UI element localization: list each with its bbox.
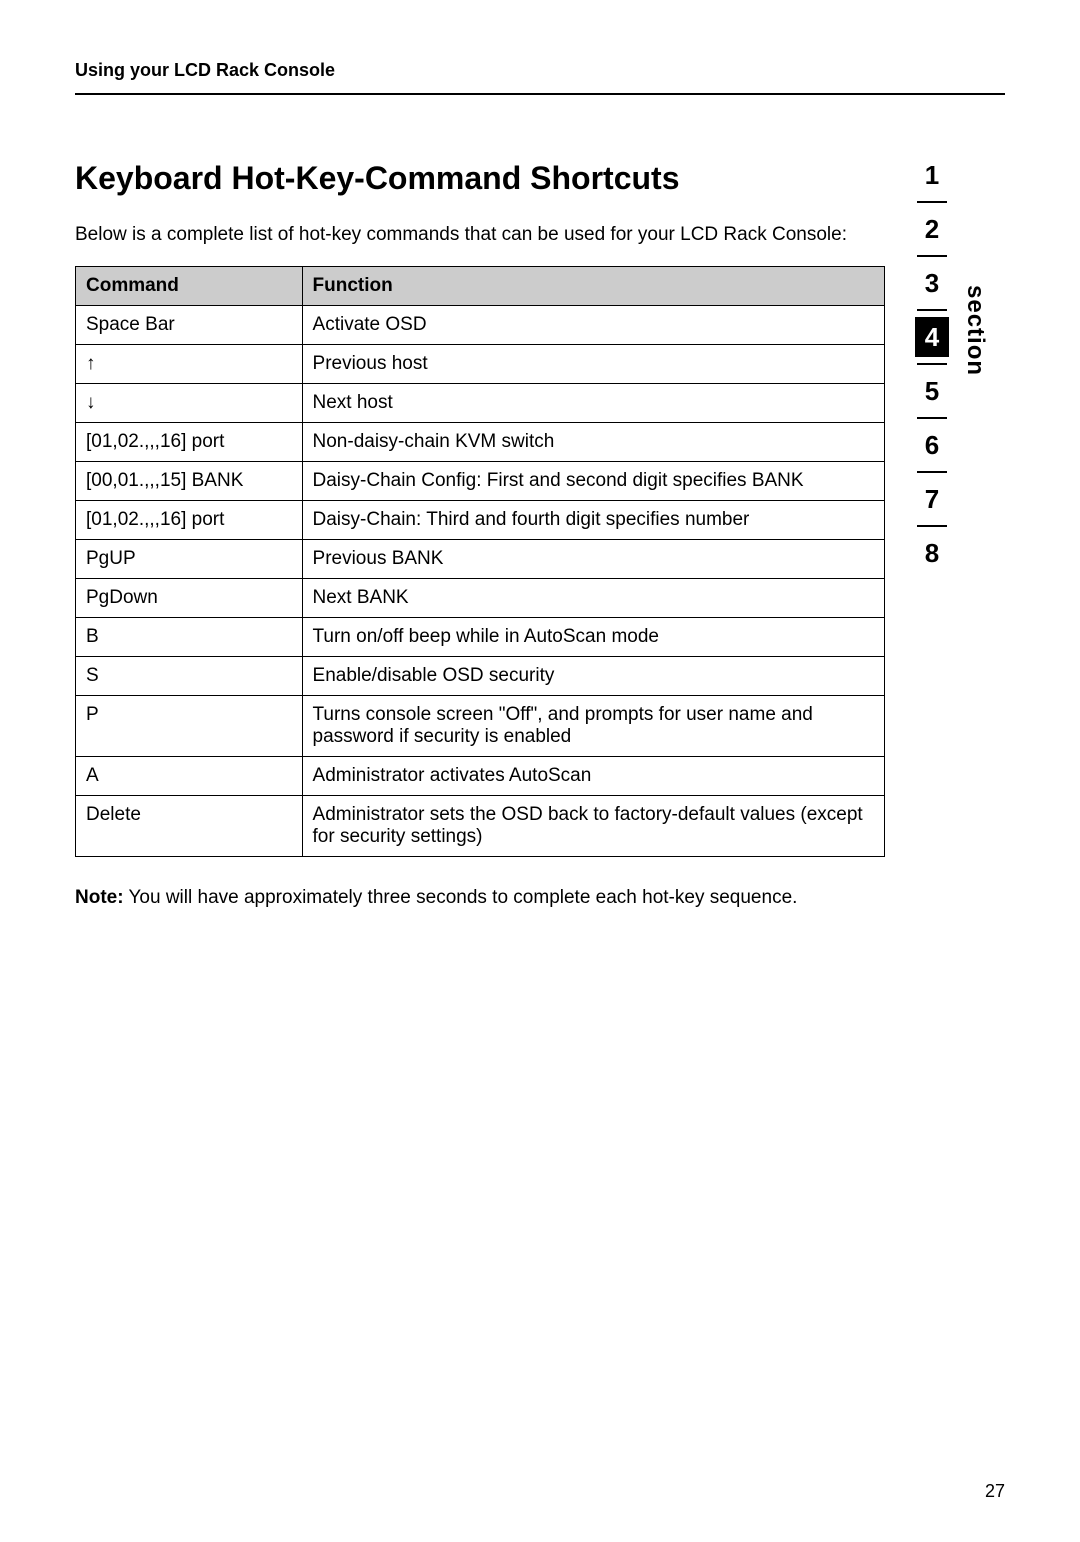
cell-command: S xyxy=(76,656,303,695)
section-nav-item-3[interactable]: 3 xyxy=(915,263,949,303)
section-nav-item-6[interactable]: 6 xyxy=(915,425,949,465)
intro-paragraph: Below is a complete list of hot-key comm… xyxy=(75,222,885,248)
cell-command: [01,02.,,,16] port xyxy=(76,422,303,461)
section-nav-item-4[interactable]: 4 xyxy=(915,317,949,357)
cell-command: B xyxy=(76,617,303,656)
column-header-function: Function xyxy=(302,266,884,305)
section-nav-item-5[interactable]: 5 xyxy=(915,371,949,411)
cell-function: Turns console screen "Off", and prompts … xyxy=(302,695,884,756)
column-header-command: Command xyxy=(76,266,303,305)
nav-separator xyxy=(917,309,947,311)
cell-function: Administrator sets the OSD back to facto… xyxy=(302,795,884,856)
nav-separator xyxy=(917,471,947,473)
cell-function: Turn on/off beep while in AutoScan mode xyxy=(302,617,884,656)
section-nav-item-2[interactable]: 2 xyxy=(915,209,949,249)
cell-command: ↑ xyxy=(76,344,303,383)
section-label: section xyxy=(961,285,989,376)
cell-command: PgDown xyxy=(76,578,303,617)
cell-function: Previous BANK xyxy=(302,539,884,578)
table-row: PTurns console screen "Off", and prompts… xyxy=(76,695,885,756)
header-divider xyxy=(75,93,1005,95)
cell-function: Daisy-Chain: Third and fourth digit spec… xyxy=(302,500,884,539)
nav-separator xyxy=(917,417,947,419)
table-row: ↑Previous host xyxy=(76,344,885,383)
cell-function: Next BANK xyxy=(302,578,884,617)
cell-function: Non-daisy-chain KVM switch xyxy=(302,422,884,461)
content-area: Keyboard Hot-Key-Command Shortcuts Below… xyxy=(75,150,1005,910)
hotkey-table: Command Function Space BarActivate OSD↑P… xyxy=(75,266,885,857)
cell-function: Daisy-Chain Config: First and second dig… xyxy=(302,461,884,500)
note-paragraph: Note: You will have approximately three … xyxy=(75,885,885,911)
nav-separator xyxy=(917,525,947,527)
main-title: Keyboard Hot-Key-Command Shortcuts xyxy=(75,160,885,197)
cell-function: Enable/disable OSD security xyxy=(302,656,884,695)
table-row: [01,02.,,,16] portDaisy-Chain: Third and… xyxy=(76,500,885,539)
section-nav-item-7[interactable]: 7 xyxy=(915,479,949,519)
note-text: You will have approximately three second… xyxy=(124,887,798,908)
section-nav-item-1[interactable]: 1 xyxy=(915,155,949,195)
table-row: Space BarActivate OSD xyxy=(76,305,885,344)
nav-separator xyxy=(917,201,947,203)
table-row: [01,02.,,,16] portNon-daisy-chain KVM sw… xyxy=(76,422,885,461)
cell-function: Activate OSD xyxy=(302,305,884,344)
table-row: SEnable/disable OSD security xyxy=(76,656,885,695)
section-nav: 1 2 3 4 5 6 7 8 xyxy=(915,155,949,573)
table-row: ↓Next host xyxy=(76,383,885,422)
cell-function: Previous host xyxy=(302,344,884,383)
cell-command: Space Bar xyxy=(76,305,303,344)
cell-command: Delete xyxy=(76,795,303,856)
cell-command: PgUP xyxy=(76,539,303,578)
table-row: DeleteAdministrator sets the OSD back to… xyxy=(76,795,885,856)
nav-separator xyxy=(917,363,947,365)
page-header-title: Using your LCD Rack Console xyxy=(75,60,1005,81)
cell-command: A xyxy=(76,756,303,795)
main-column: Keyboard Hot-Key-Command Shortcuts Below… xyxy=(75,150,885,910)
cell-command: [00,01.,,,15] BANK xyxy=(76,461,303,500)
cell-command: P xyxy=(76,695,303,756)
page-number: 27 xyxy=(985,1481,1005,1502)
table-row: PgDownNext BANK xyxy=(76,578,885,617)
note-label: Note: xyxy=(75,887,124,908)
table-row: AAdministrator activates AutoScan xyxy=(76,756,885,795)
section-sidebar: 1 2 3 4 5 6 7 8 section xyxy=(915,150,1005,910)
table-row: PgUPPrevious BANK xyxy=(76,539,885,578)
table-row: BTurn on/off beep while in AutoScan mode xyxy=(76,617,885,656)
nav-separator xyxy=(917,255,947,257)
cell-function: Next host xyxy=(302,383,884,422)
table-row: [00,01.,,,15] BANKDaisy-Chain Config: Fi… xyxy=(76,461,885,500)
table-header-row: Command Function xyxy=(76,266,885,305)
cell-command: ↓ xyxy=(76,383,303,422)
cell-function: Administrator activates AutoScan xyxy=(302,756,884,795)
cell-command: [01,02.,,,16] port xyxy=(76,500,303,539)
section-nav-item-8[interactable]: 8 xyxy=(915,533,949,573)
